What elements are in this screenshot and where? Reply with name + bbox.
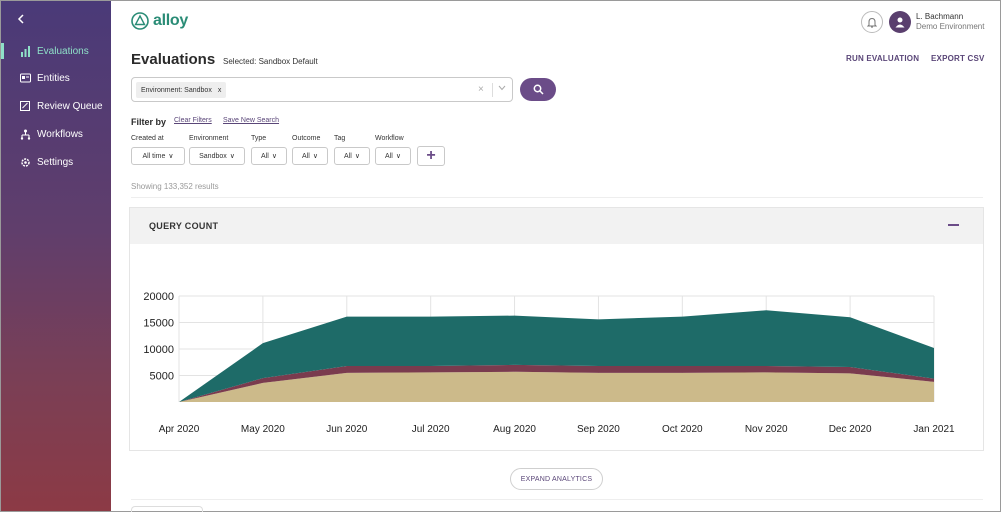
sidebar: Evaluations Entities Review Queue Workfl…: [1, 1, 111, 511]
run-evaluation-button[interactable]: RUN EVALUATION: [846, 54, 920, 63]
filter-label-outcome: Outcome: [292, 135, 321, 142]
x-tick-label: Sep 2020: [577, 424, 620, 435]
sidebar-item-review-queue[interactable]: Review Queue: [1, 95, 111, 117]
review-queue-icon: [19, 100, 31, 112]
x-tick-label: May 2020: [241, 424, 285, 435]
clear-filters-link[interactable]: Clear Filters: [174, 117, 212, 124]
filter-label-type: Type: [251, 135, 267, 142]
select-value: All: [344, 152, 352, 160]
select-value: Sandbox: [199, 152, 227, 160]
x-tick-label: Nov 2020: [745, 424, 788, 435]
user-icon: [895, 17, 905, 28]
chevron-down-icon: ∨: [354, 153, 360, 160]
add-filter-button[interactable]: +: [417, 146, 445, 166]
save-new-search-link[interactable]: Save New Search: [223, 117, 280, 124]
x-tick-label: Jan 2021: [913, 424, 955, 435]
chevron-down-icon: ∨: [168, 153, 174, 160]
search-icon: [533, 84, 544, 95]
query-count-chart: 20000 15000 10000 5000 Apr 2020 May 2020 Jun 2…: [143, 291, 955, 435]
workflow-select[interactable]: All ∨: [375, 147, 411, 165]
x-tick-label: Aug 2020: [493, 424, 536, 435]
user-name[interactable]: L. Bachmann: [916, 12, 964, 21]
chip-label: Environment: Sandbox: [141, 86, 212, 94]
alloy-logo-icon: [131, 12, 149, 30]
environment-chip: Environment: Sandbox x: [136, 82, 227, 98]
type-select[interactable]: All ∨: [251, 147, 287, 165]
sidebar-item-settings[interactable]: Settings: [1, 151, 111, 173]
card-title: QUERY COUNT: [149, 221, 219, 231]
select-value: All time: [142, 152, 166, 160]
chevron-left-icon[interactable]: [17, 11, 25, 27]
x-tick-label: Dec 2020: [829, 424, 872, 435]
logo-text: alloy: [153, 12, 188, 29]
sidebar-item-workflows[interactable]: Workflows: [1, 123, 111, 145]
y-tick-label: 15000: [143, 318, 174, 330]
tag-select[interactable]: All ∨: [334, 147, 370, 165]
chip-remove-button[interactable]: x: [217, 86, 222, 94]
collapse-icon[interactable]: [948, 224, 959, 226]
select-value: All: [385, 152, 393, 160]
chevron-down-icon: ∨: [271, 153, 277, 160]
created-at-select[interactable]: All time ∨: [131, 147, 185, 165]
avatar[interactable]: [889, 11, 911, 33]
select-value: All: [302, 152, 310, 160]
page-title: Evaluations: [131, 51, 216, 68]
x-tick-label: Oct 2020: [662, 424, 703, 435]
sidebar-item-entities[interactable]: Entities: [1, 67, 111, 89]
sidebar-item-label: Workflows: [37, 128, 83, 140]
divider: [131, 499, 983, 500]
export-csv-button[interactable]: EXPORT CSV: [931, 54, 985, 63]
selected-search-label: Selected: Sandbox Default: [223, 57, 318, 66]
search-button[interactable]: [520, 78, 556, 101]
x-tick-label: Jul 2020: [412, 424, 450, 435]
chevron-down-icon: ∨: [395, 153, 401, 160]
divider: [131, 197, 983, 198]
sidebar-item-label: Settings: [37, 156, 74, 168]
sidebar-item-evaluations[interactable]: Evaluations: [1, 40, 111, 62]
bottom-tab[interactable]: [131, 506, 203, 512]
filter-label-workflow: Workflow: [375, 135, 404, 142]
card-header[interactable]: QUERY COUNT: [130, 208, 983, 244]
chevron-down-icon[interactable]: [498, 83, 506, 93]
chevron-down-icon: ∨: [229, 153, 235, 160]
filter-label-environment: Environment: [189, 135, 229, 142]
chevron-down-icon: ∨: [312, 153, 318, 160]
outcome-select[interactable]: All ∨: [292, 147, 328, 165]
y-tick-label: 5000: [150, 371, 174, 383]
environment-select[interactable]: Sandbox ∨: [189, 147, 245, 165]
gear-icon: [19, 156, 31, 168]
select-value: All: [261, 152, 269, 160]
sidebar-item-label: Entities: [37, 72, 70, 84]
expand-analytics-button[interactable]: EXPAND ANALYTICS: [510, 468, 603, 490]
y-tick-label: 20000: [143, 291, 174, 303]
area-series-0: [179, 371, 934, 402]
search-divider: [492, 83, 493, 97]
area-series-2: [179, 310, 934, 402]
filter-label-tag: Tag: [334, 135, 346, 142]
sidebar-item-label: Evaluations: [37, 45, 89, 57]
user-environment[interactable]: Demo Environment: [916, 22, 985, 31]
workflows-icon: [19, 128, 31, 140]
search-input[interactable]: Environment: Sandbox x ×: [131, 77, 513, 102]
x-tick-label: Apr 2020: [159, 424, 200, 435]
y-tick-label: 10000: [143, 344, 174, 356]
filter-label-created-at: Created at: [131, 135, 164, 142]
bar-chart-icon: [19, 45, 31, 57]
notifications-bell-icon[interactable]: [861, 11, 883, 33]
filter-by-label: Filter by: [131, 117, 167, 127]
results-count: Showing 133,352 results: [131, 182, 219, 191]
clear-search-icon[interactable]: ×: [478, 84, 484, 95]
sidebar-item-label: Review Queue: [37, 100, 103, 112]
alloy-logo[interactable]: alloy: [131, 12, 188, 30]
entities-icon: [19, 72, 31, 84]
x-tick-label: Jun 2020: [326, 424, 368, 435]
